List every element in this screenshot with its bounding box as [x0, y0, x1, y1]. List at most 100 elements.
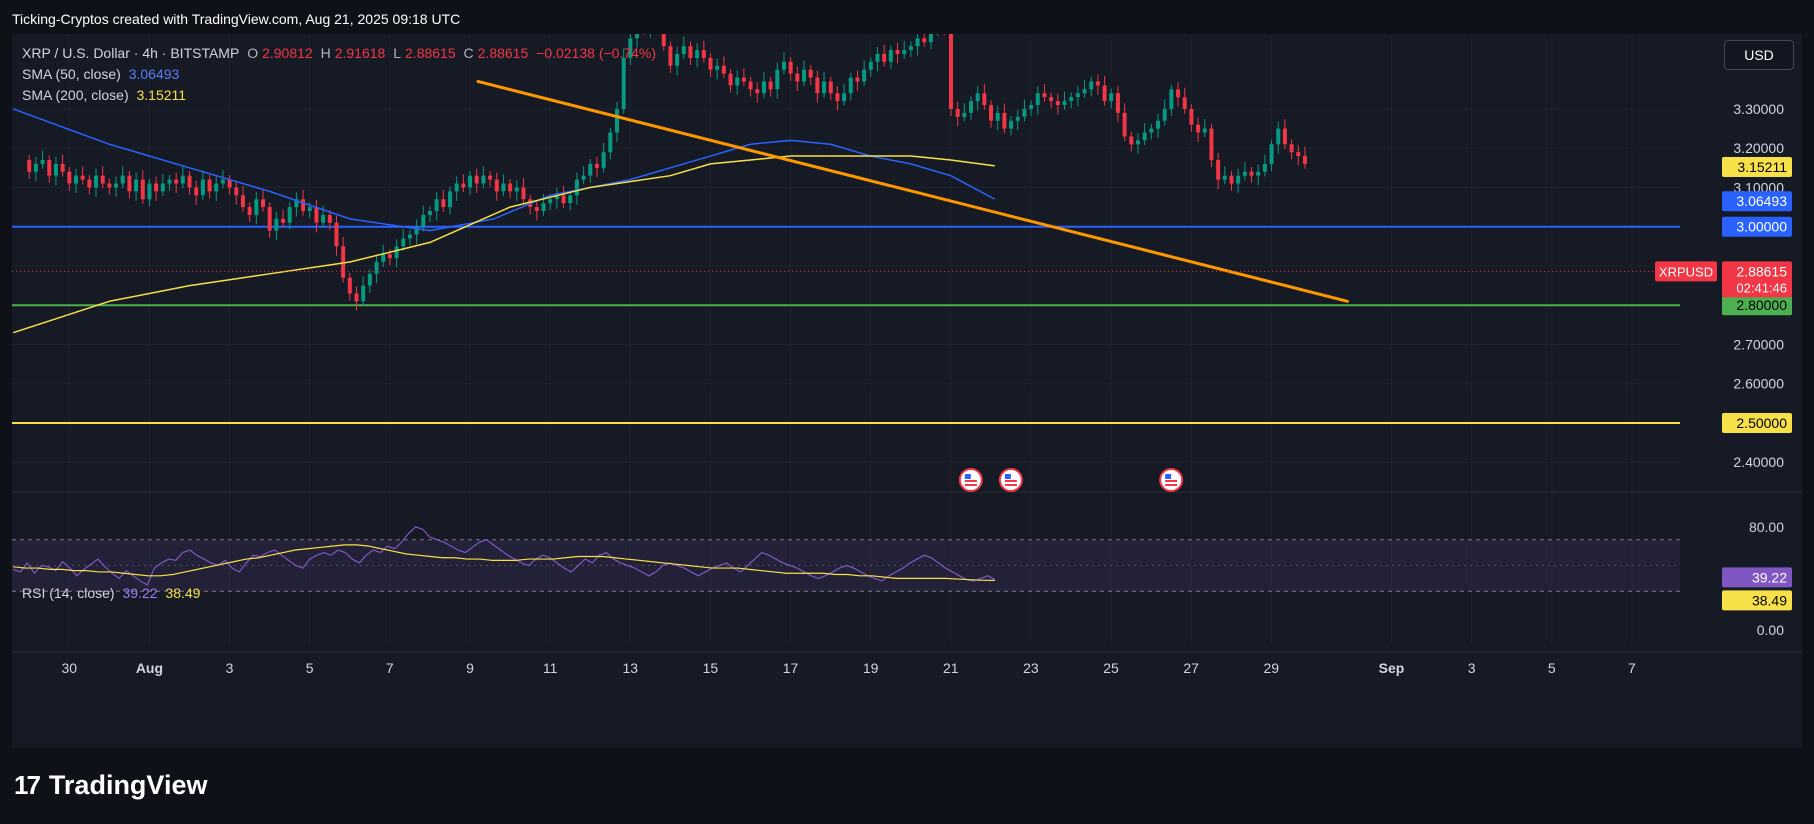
candle-body	[140, 179, 145, 200]
candle-body	[848, 77, 853, 94]
tradingview-logo-text: TradingView	[48, 770, 208, 800]
candle-body	[1102, 85, 1107, 102]
candle-body	[1035, 93, 1040, 106]
candle-body	[741, 77, 746, 82]
legend-sma50[interactable]: SMA (50, close) 3.06493	[22, 66, 183, 82]
candle-body	[508, 183, 513, 192]
time-tick-label: 11	[543, 660, 558, 676]
candle-body	[1062, 101, 1067, 106]
candle-body	[167, 179, 172, 184]
candle-body	[341, 246, 346, 278]
candle-body	[87, 179, 92, 188]
legend-sma200-label: SMA (200, close)	[22, 87, 129, 103]
tradingview-logo-icon: 17	[14, 770, 41, 800]
candle-body	[147, 183, 152, 200]
candle-body	[928, 34, 933, 43]
candle-body	[247, 207, 252, 215]
level-tag: 2.80000	[1736, 297, 1787, 313]
candle-body	[1042, 93, 1047, 98]
candle-body	[367, 273, 372, 286]
candle-body	[494, 179, 499, 192]
candle-body	[668, 46, 673, 66]
candle-body	[574, 179, 579, 196]
legend-sma200[interactable]: SMA (200, close) 3.15211	[22, 87, 190, 103]
candle-body	[755, 89, 760, 94]
candle-body	[768, 81, 773, 90]
time-tick-label: 29	[1264, 660, 1280, 676]
legend-sma50-value: 3.06493	[128, 66, 180, 82]
candle-body	[514, 187, 519, 192]
candle-body	[955, 108, 960, 117]
candle-body	[568, 195, 573, 204]
candle-body	[1176, 89, 1181, 98]
legend-rsi[interactable]: RSI (14, close) 39.22 38.49	[22, 585, 204, 601]
candle-body	[307, 207, 312, 212]
candle-body	[107, 183, 112, 188]
candle-body	[1276, 128, 1281, 145]
time-tick-label: 7	[386, 660, 394, 676]
legend-rsi-value: 39.22	[122, 585, 158, 601]
candle-body	[1129, 136, 1134, 145]
chart-canvas[interactable]: 3.300003.200003.100003.000002.900002.800…	[12, 34, 1802, 748]
legend-low-label: L	[393, 45, 402, 61]
candle-body	[962, 112, 967, 117]
candle-countdown: 02:41:46	[1736, 280, 1787, 295]
legend-sma200-value: 3.15211	[136, 87, 187, 103]
symbol-tag-bg	[1655, 261, 1717, 282]
time-tick-label: 5	[1548, 660, 1556, 676]
candle-body	[94, 175, 99, 188]
level-tag: 3.00000	[1736, 219, 1787, 235]
time-tick-label: Sep	[1379, 660, 1405, 676]
candle-body	[548, 199, 553, 204]
candle-body	[868, 61, 873, 70]
candle-body	[1296, 152, 1301, 157]
currency-button[interactable]: USD	[1724, 40, 1794, 70]
candle-body	[53, 163, 58, 176]
candle-body	[387, 254, 392, 259]
candle-body	[1209, 128, 1214, 160]
sma200-tag: 3.15211	[1737, 159, 1787, 175]
candle-body	[902, 50, 907, 54]
candle-body	[407, 234, 412, 239]
candle-body	[80, 175, 85, 180]
candle-body	[461, 183, 466, 188]
candle-body	[594, 163, 599, 168]
time-tick-label: 3	[1468, 660, 1476, 676]
candle-body	[234, 187, 239, 196]
candle-body	[334, 222, 339, 247]
candle-body	[127, 175, 132, 192]
candle-body	[120, 175, 125, 184]
candle-body	[781, 61, 786, 70]
sma200-line	[12, 155, 995, 334]
candle-body	[274, 218, 279, 231]
candle-body	[908, 46, 913, 51]
candle-body	[1229, 175, 1234, 184]
candle-body	[828, 81, 833, 94]
candle-body	[481, 175, 486, 184]
candle-body	[728, 73, 733, 86]
candle-body	[614, 108, 619, 133]
candle-body	[1122, 112, 1127, 137]
candle-body	[1242, 171, 1247, 176]
candle-body	[1095, 81, 1100, 86]
time-tick-label: Aug	[136, 660, 163, 676]
candle-body	[1149, 128, 1154, 133]
candle-body	[1216, 159, 1221, 180]
candle-body	[1249, 171, 1254, 176]
rsi-value-tag: 39.22	[1752, 569, 1787, 585]
candle-body	[1189, 108, 1194, 125]
chart-background	[12, 34, 1802, 748]
rsi-tick-80: 80.00	[1749, 519, 1784, 535]
price-tick-label: 2.40000	[1733, 454, 1784, 470]
time-tick-label: 19	[863, 660, 879, 676]
candle-body	[488, 175, 493, 180]
candle-body	[114, 183, 119, 188]
candle-body	[261, 199, 266, 208]
time-tick-label: 3	[226, 660, 234, 676]
time-axis[interactable]: 30 Aug 3 5 7 9 11 13 15 17 19 21 23 25 27 29 Sep 3 5 7	[62, 660, 1637, 676]
candle-body	[40, 159, 45, 164]
candle-body	[434, 199, 439, 212]
candle-body	[922, 38, 927, 43]
candle-body	[721, 65, 726, 74]
tradingview-logo[interactable]: 17 TradingView	[14, 770, 207, 801]
